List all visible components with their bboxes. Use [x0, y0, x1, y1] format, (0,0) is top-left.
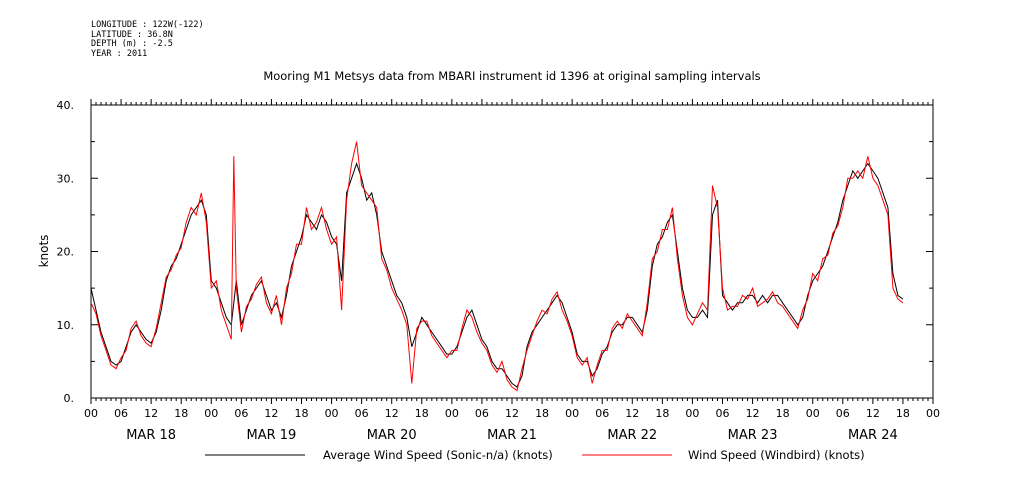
y-tick-label: 40. [57, 99, 75, 112]
x-tick-label: 06 [836, 407, 850, 420]
plot-frame [90, 104, 934, 399]
x-tick-label: 00 [926, 407, 940, 420]
y-tick-label: 10. [57, 319, 75, 332]
chart-title: Mooring M1 Metsys data from MBARI instru… [263, 69, 760, 83]
y-tick-label: 0. [64, 392, 75, 405]
x-tick-label: 18 [415, 407, 429, 420]
x-axis-labels: 00 06 12 18 00 06 12 18 00 06 12 18 00 06 12 18 00 06 12 18… [84, 407, 940, 443]
depth-label: DEPTH (m) : -2.5 [91, 39, 173, 49]
x-tick-label: 06 [475, 407, 489, 420]
x-tick-label: 00 [204, 407, 218, 420]
series-line-1 [90, 162, 904, 388]
x-day-label: MAR 23 [728, 428, 778, 443]
x-tick-label: 06 [595, 407, 609, 420]
legend-label-1: Average Wind Speed (Sonic-n/a) (knots) [323, 448, 553, 462]
x-tick-label: 00 [445, 407, 459, 420]
x-tick-label: 06 [234, 407, 248, 420]
series-line-2 [90, 141, 904, 392]
x-tick-label: 18 [776, 407, 790, 420]
x-tick-label: 18 [295, 407, 309, 420]
x-tick-label: 06 [355, 407, 369, 420]
x-tick-label: 12 [746, 407, 760, 420]
latitude-label: LATITUDE : 36.8N [91, 29, 173, 40]
legend-label-2: Wind Speed (Windbird) (knots) [688, 448, 865, 462]
series-lines [90, 141, 904, 392]
y-axis-labels: 0. 10. 20. 30. 40. [57, 99, 75, 405]
longitude-label: LONGITUDE : 122W(-122) [91, 20, 204, 30]
y-tick-label: 20. [57, 246, 75, 259]
x-tick-label: 12 [625, 407, 639, 420]
x-tick-label: 00 [565, 407, 579, 420]
y-axis-label: knots [37, 235, 51, 268]
x-day-label: MAR 24 [848, 428, 898, 443]
x-tick-label: 18 [535, 407, 549, 420]
x-tick-label: 06 [716, 407, 730, 420]
x-tick-label: 12 [866, 407, 880, 420]
x-day-label: MAR 22 [607, 428, 657, 443]
x-day-label: MAR 18 [126, 428, 176, 443]
x-tick-label: 18 [655, 407, 669, 420]
x-tick-label: 00 [806, 407, 820, 420]
x-tick-label: 12 [264, 407, 278, 420]
axis-ticks [90, 99, 934, 404]
metadata-block: LONGITUDE : 122W(-122) LATITUDE : 36.8N … [91, 20, 204, 59]
year-label: YEAR : 2011 [91, 48, 148, 59]
x-tick-label: 12 [144, 407, 158, 420]
x-tick-label: 12 [385, 407, 399, 420]
y-tick-label: 30. [57, 172, 75, 185]
legend: Average Wind Speed (Sonic-n/a) (knots) Wi… [205, 448, 865, 462]
x-tick-label: 18 [174, 407, 188, 420]
x-tick-label: 00 [84, 407, 98, 420]
x-day-label: MAR 20 [367, 428, 417, 443]
x-tick-label: 06 [114, 407, 128, 420]
x-tick-label: 12 [505, 407, 519, 420]
x-day-label: MAR 19 [247, 428, 297, 443]
x-day-label: MAR 21 [487, 428, 537, 443]
x-tick-label: 00 [685, 407, 699, 420]
x-tick-label: 00 [325, 407, 339, 420]
x-tick-label: 18 [896, 407, 910, 420]
